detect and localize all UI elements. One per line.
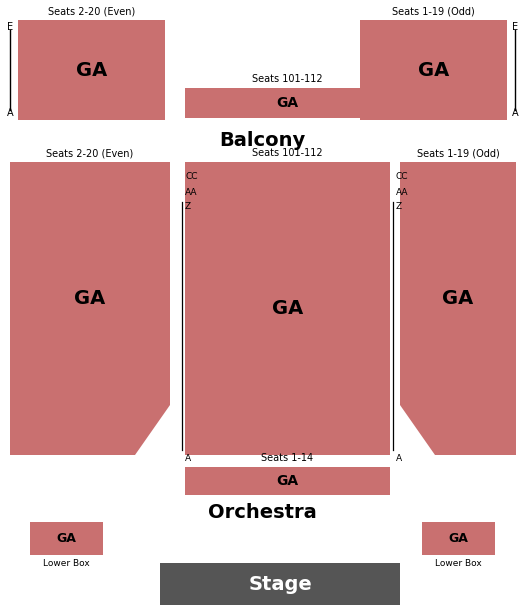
Text: Seats 2-20 (Even): Seats 2-20 (Even)	[46, 148, 134, 158]
Text: A: A	[396, 454, 402, 463]
Text: Z: Z	[185, 202, 191, 211]
Text: E: E	[512, 22, 518, 32]
Text: Seats 101-112: Seats 101-112	[252, 74, 323, 84]
Bar	[185, 88, 390, 118]
Text: AA: AA	[396, 188, 408, 197]
Text: A: A	[512, 108, 518, 118]
Polygon shape	[10, 162, 170, 455]
Text: GA: GA	[277, 96, 299, 110]
Text: Lower Box: Lower Box	[435, 559, 482, 568]
Text: A: A	[7, 108, 13, 118]
Text: A: A	[185, 454, 191, 463]
Text: Z: Z	[396, 202, 402, 211]
Text: Orchestra: Orchestra	[208, 504, 317, 523]
Text: Seats 2-20 (Even): Seats 2-20 (Even)	[48, 6, 135, 16]
Text: Seats 101-112: Seats 101-112	[252, 148, 323, 158]
Text: GA: GA	[76, 61, 107, 80]
Bar	[160, 563, 400, 605]
Text: Balcony: Balcony	[219, 130, 306, 149]
Text: GA: GA	[418, 61, 449, 80]
Bar	[422, 522, 495, 555]
Text: Seats 1-19 (Odd): Seats 1-19 (Odd)	[417, 148, 499, 158]
Text: Lower Box: Lower Box	[43, 559, 90, 568]
Bar	[30, 522, 103, 555]
Text: E: E	[7, 22, 13, 32]
Polygon shape	[400, 162, 516, 455]
Text: Seats 1-14: Seats 1-14	[261, 453, 313, 463]
Text: GA: GA	[277, 474, 299, 488]
Bar	[185, 467, 390, 495]
Text: Seats 1-19 (Odd): Seats 1-19 (Odd)	[392, 6, 475, 16]
Bar	[185, 162, 390, 455]
Bar	[360, 20, 507, 120]
Text: GA: GA	[57, 532, 77, 545]
Text: AA: AA	[185, 188, 197, 197]
Text: GA: GA	[448, 532, 468, 545]
Text: GA: GA	[75, 289, 106, 308]
Text: CC: CC	[396, 172, 408, 181]
Text: GA: GA	[443, 289, 474, 308]
Bar	[18, 20, 165, 120]
Text: GA: GA	[272, 299, 303, 318]
Text: Stage: Stage	[248, 575, 312, 594]
Text: CC: CC	[185, 172, 197, 181]
